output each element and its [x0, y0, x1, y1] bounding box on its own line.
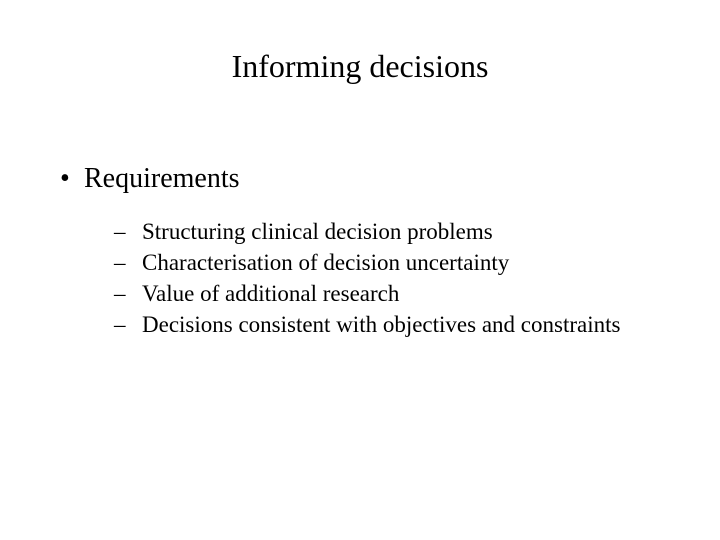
sub-bullet-text: Characterisation of decision uncertainty [142, 250, 509, 275]
sub-bullets: –Structuring clinical decision problems … [114, 216, 680, 340]
bullet-marker: • [60, 160, 84, 198]
dash-marker: – [114, 216, 142, 247]
sub-bullet-text: Decisions consistent with objectives and… [142, 312, 620, 337]
bullet-text: Requirements [84, 163, 240, 194]
bullet-level2: –Value of additional research [114, 278, 680, 309]
slide-body: •Requirements –Structuring clinical deci… [60, 160, 680, 340]
dash-marker: – [114, 247, 142, 278]
slide-title: Informing decisions [0, 48, 720, 85]
sub-bullet-text: Value of additional research [142, 281, 399, 306]
bullet-level2: –Decisions consistent with objectives an… [114, 309, 680, 340]
slide: Informing decisions •Requirements –Struc… [0, 0, 720, 540]
dash-marker: – [114, 278, 142, 309]
sub-bullet-text: Structuring clinical decision problems [142, 219, 493, 244]
bullet-level2: –Structuring clinical decision problems [114, 216, 680, 247]
bullet-level2: –Characterisation of decision uncertaint… [114, 247, 680, 278]
bullet-level1: •Requirements [60, 160, 680, 198]
dash-marker: – [114, 309, 142, 340]
